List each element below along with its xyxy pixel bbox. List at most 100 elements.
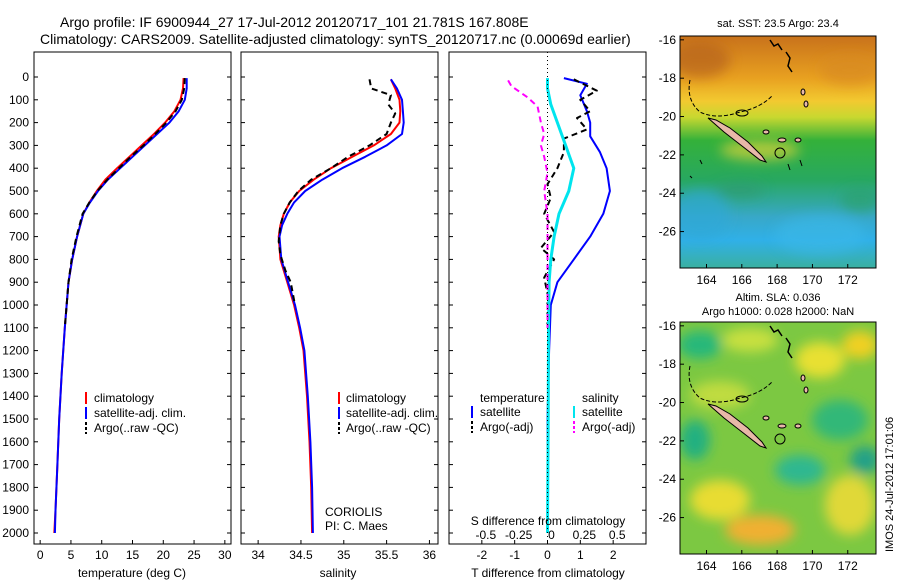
map-y-tick-label: -20 [659, 396, 677, 410]
series-t-argo-adj [539, 78, 598, 328]
s-tick-label: -0.25 [505, 528, 533, 542]
island [803, 100, 809, 108]
legend-temperature-title: temperature [480, 391, 545, 405]
sst-map [680, 36, 876, 268]
x-tick-label: 30 [218, 548, 232, 562]
sla-frame [679, 321, 877, 555]
x-tick-label: 0 [37, 548, 44, 562]
depth-tick-label: 800 [9, 252, 29, 266]
map-y-tick-label: -26 [659, 225, 677, 239]
new-caledonia [707, 117, 768, 163]
map-x-tick-label: 172 [838, 273, 858, 287]
depth-tick-label: 1400 [2, 389, 29, 403]
new-caledonia [707, 403, 768, 449]
map-x-tick-label: 164 [696, 559, 716, 573]
map-x-tick-label: 170 [802, 273, 822, 287]
legend-t-satellite: satellite [480, 405, 521, 419]
map-y-tick-label: -24 [659, 186, 677, 200]
series-satellite-adj-clim [278, 78, 405, 534]
legend-argo: Argo(..raw -QC) [346, 421, 431, 435]
x-tick-label: 10 [95, 548, 109, 562]
salinity-legend: climatology satellite-adj. clim. Argo(..… [338, 391, 438, 435]
legend-satellite: satellite-adj. clim. [94, 406, 186, 420]
depth-tick-label: 300 [9, 138, 29, 152]
legend-climatology: climatology [346, 391, 406, 405]
map-x-tick-label: 164 [696, 273, 716, 287]
map-y-tick-label: -18 [659, 71, 677, 85]
s-tick-label: 0.25 [573, 528, 597, 542]
map-x-tick-label: 170 [802, 559, 822, 573]
x-tick-labels: 0 5 10 15 20 25 30 34 34.5 35 35.5 36 -2 -1 0 1 2 -0.5 -0.… [37, 528, 626, 562]
x-tick-label: 1 [577, 548, 584, 562]
depth-tick-label: 1100 [3, 321, 29, 335]
sst-frame [679, 35, 877, 269]
sla-map [680, 322, 876, 554]
island [777, 137, 787, 143]
map-y-tick-label: -22 [659, 148, 677, 162]
annotation-coriolis: CORIOLIS [325, 505, 382, 519]
legend-s-argo: Argo(-adj) [582, 420, 635, 434]
x-tick-label: 5 [68, 548, 75, 562]
depth-tick-label: 1500 [2, 412, 29, 426]
map-y-tick-label: -16 [659, 319, 677, 333]
legend-s-satellite: satellite [582, 405, 623, 419]
map-y-tick-label: -24 [659, 472, 677, 486]
island [803, 386, 809, 394]
salinity-series [277, 78, 405, 534]
x-tick-label: 2 [610, 548, 617, 562]
series-s-satellite [546, 78, 576, 534]
temperature-xlabel: temperature (deg C) [78, 566, 186, 580]
island [794, 137, 802, 143]
depth-tick-label: 500 [9, 184, 29, 198]
island [800, 88, 806, 96]
temperature-plot-area [33, 51, 232, 545]
x-tick-label: 25 [187, 548, 201, 562]
island [735, 109, 749, 117]
x-tick-label: 35.5 [375, 548, 399, 562]
sla-coastlines [688, 325, 809, 449]
legend-climatology: climatology [94, 391, 154, 405]
x-tick-label: -1 [509, 548, 520, 562]
depth-tick-label: 1900 [2, 503, 29, 517]
legend-satellite: satellite-adj. clim. [346, 406, 438, 420]
map-y-tick-label: -16 [659, 33, 677, 47]
depth-tick-label: 1800 [2, 480, 29, 494]
depth-tick-label: 0 [22, 70, 29, 84]
depth-tick-label: 1700 [2, 458, 29, 472]
reef-outline [688, 79, 773, 117]
depth-tick-label: 100 [9, 93, 29, 107]
island [762, 415, 770, 421]
difference-legend: temperature salinity satellite Argo(-adj… [471, 391, 635, 434]
reef-marks [689, 159, 803, 179]
map-y-tick-label: -26 [659, 511, 677, 525]
depth-tick-label: 400 [9, 161, 29, 175]
s-tick-label: -0.5 [475, 528, 496, 542]
depth-tick-label: 1600 [2, 435, 29, 449]
sst-coastlines [688, 39, 809, 179]
salinity-plot-area [240, 51, 439, 545]
depth-tick-label: 2000 [2, 526, 29, 540]
depth-tick-label: 900 [9, 275, 29, 289]
sla-texture [680, 328, 876, 545]
map-y-tick-label: -22 [659, 434, 677, 448]
depth-tick-label: 1000 [2, 298, 29, 312]
map-x-tick-label: 168 [767, 559, 787, 573]
legend-argo: Argo(..raw -QC) [94, 421, 179, 435]
header-line-1: Argo profile: IF 6900944_27 17-Jul-2012 … [60, 14, 529, 30]
island [794, 423, 802, 429]
depth-tick-label: 700 [9, 230, 29, 244]
x-tick-label: 34 [251, 548, 265, 562]
sst-texture [680, 42, 876, 255]
x-tick-label: 34.5 [289, 548, 313, 562]
map-y-tick-label: -20 [659, 110, 677, 124]
x-tick-label: -2 [476, 548, 487, 562]
sla-title-1: Altim. SLA: 0.036 [736, 292, 821, 304]
diff-xlabel: T difference from climatology [471, 566, 625, 580]
vanuatu-islands [769, 325, 793, 359]
series-argo-raw-qc [63, 78, 186, 328]
sla-title-2: Argo h1000: 0.028 h2000: NaN [702, 306, 854, 318]
map-x-tick-label: 166 [732, 273, 752, 287]
island [777, 423, 787, 429]
